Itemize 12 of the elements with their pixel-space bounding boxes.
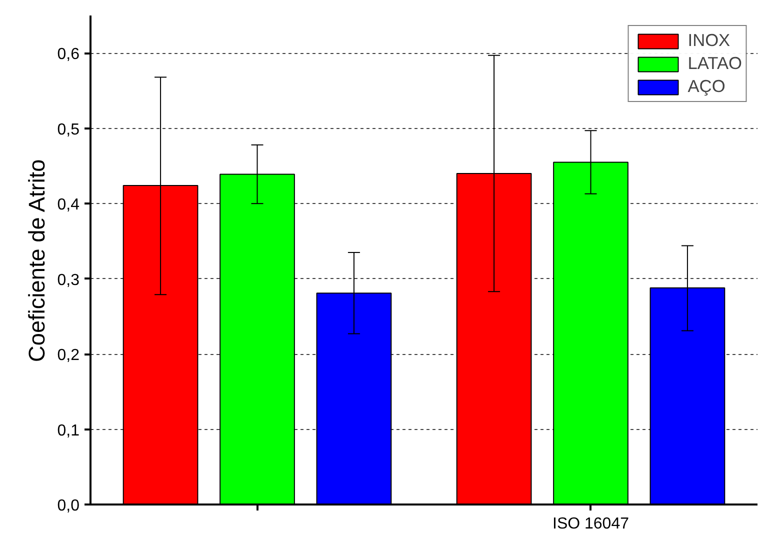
legend-label: AÇO: [688, 76, 726, 97]
legend-label: INOX: [688, 30, 730, 51]
legend-label: LATAO: [688, 53, 742, 74]
y-tick-label: 0,3: [57, 272, 80, 289]
x-tick-label: ISO 16047: [552, 516, 630, 532]
y-tick-label: 0,2: [57, 347, 80, 364]
y-tick-label: 0,1: [57, 422, 80, 440]
y-tick-label: 0,4: [57, 196, 80, 214]
y-tick-label: 0,6: [57, 46, 80, 64]
y-axis-title: Coeficiente de Atrito: [23, 159, 50, 362]
y-tick-label: 0,0: [57, 498, 80, 514]
y-tick-label: 0,5: [57, 121, 80, 138]
